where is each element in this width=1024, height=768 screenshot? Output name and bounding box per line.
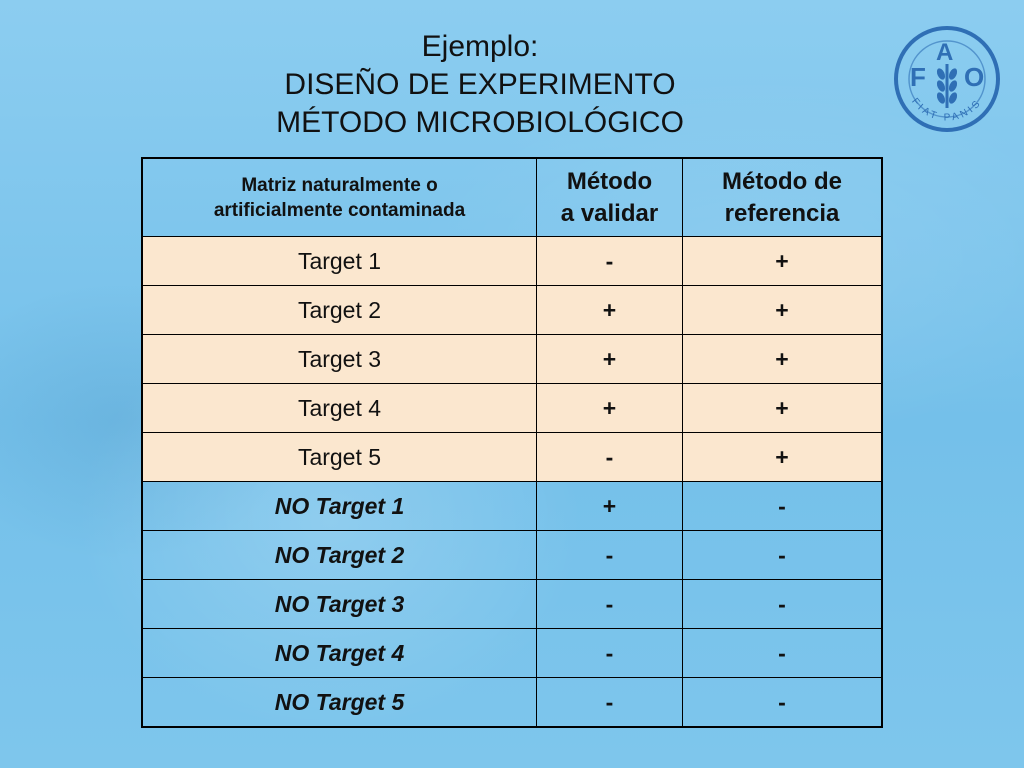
row-name: Target 5 [141,432,537,482]
cell-validar: + [536,383,683,433]
cell-validar: - [536,628,683,678]
slide-title: Ejemplo: DISEÑO DE EXPERIMENTO MÉTODO MI… [180,28,780,142]
table-header-row: Matriz naturalmente o artificialmente co… [141,157,883,237]
header-metodo-validar: Método a validar [536,157,683,237]
header-matriz: Matriz naturalmente o artificialmente co… [141,157,537,237]
title-line-2: DISEÑO DE EXPERIMENTO [284,68,676,101]
row-name: NO Target 5 [141,677,537,728]
title-line-3: MÉTODO MICROBIOLÓGICO [276,106,684,139]
row-name: NO Target 3 [141,579,537,629]
cell-referencia: + [682,285,883,335]
header-validar-line-1: Método [566,167,653,195]
cell-validar: - [536,236,683,286]
table-row: NO Target 4 - - [141,628,883,678]
table-row: Target 2 + + [141,285,883,335]
row-name: NO Target 1 [141,481,537,531]
logo-letter-o: O [964,62,984,92]
table-row: Target 3 + + [141,334,883,384]
header-referencia-line-1: Método de [722,167,842,195]
cell-referencia: - [682,579,883,629]
cell-validar: + [536,285,683,335]
table-row: NO Target 5 - - [141,677,883,728]
row-name: NO Target 2 [141,530,537,580]
fao-logo-icon: F A O FIAT PANIS [894,26,1000,132]
table-row: Target 1 - + [141,236,883,286]
cell-referencia: - [682,628,883,678]
title-line-1: Ejemplo: [421,30,539,63]
header-matriz-line-2: artificialmente contaminada [213,199,466,221]
cell-validar: - [536,432,683,482]
cell-referencia: + [682,236,883,286]
cell-validar: - [536,579,683,629]
cell-validar: + [536,481,683,531]
header-referencia-line-2: referencia [724,199,840,227]
header-matriz-line-1: Matriz naturalmente o [241,174,438,196]
cell-referencia: - [682,677,883,728]
cell-referencia: + [682,334,883,384]
cell-validar: - [536,677,683,728]
row-name: Target 4 [141,383,537,433]
row-name: Target 2 [141,285,537,335]
row-name: Target 3 [141,334,537,384]
table-row: Target 5 - + [141,432,883,482]
table-row: NO Target 3 - - [141,579,883,629]
wheat-ear-icon [936,64,958,108]
logo-letter-f: F [910,62,926,92]
cell-referencia: + [682,383,883,433]
row-name: NO Target 4 [141,628,537,678]
logo-letter-a: A [936,39,953,66]
table-row: Target 4 + + [141,383,883,433]
header-metodo-referencia: Método de referencia [682,157,883,237]
header-validar-line-2: a validar [560,199,659,227]
cell-validar: + [536,334,683,384]
cell-referencia: + [682,432,883,482]
row-name: Target 1 [141,236,537,286]
table-row: NO Target 1 + - [141,481,883,531]
cell-referencia: - [682,481,883,531]
experiment-table: Matriz naturalmente o artificialmente co… [141,157,883,728]
cell-referencia: - [682,530,883,580]
cell-validar: - [536,530,683,580]
table-row: NO Target 2 - - [141,530,883,580]
